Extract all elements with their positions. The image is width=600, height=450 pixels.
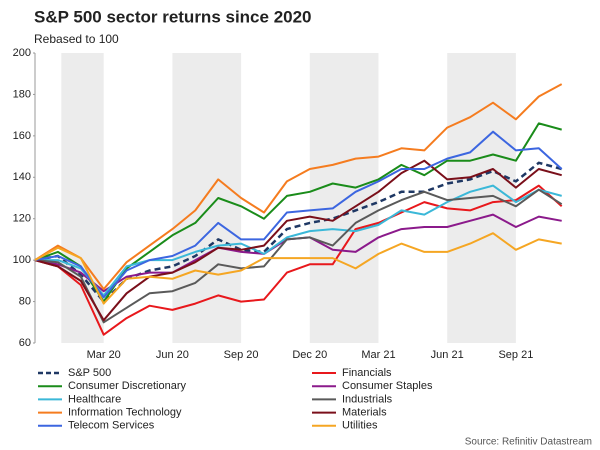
band — [172, 53, 242, 343]
y-tick-label: 60 — [19, 337, 31, 349]
source: Source: Refinitiv Datastream — [465, 437, 592, 448]
y-tick-label: 200 — [13, 47, 31, 59]
y-tick-label: 160 — [13, 130, 31, 142]
x-tick-label: Sep 20 — [224, 349, 259, 361]
legend-label: Materials — [342, 407, 387, 419]
legend-label: Financials — [342, 367, 392, 379]
legend-label: S&P 500 — [68, 367, 111, 379]
legend-label: Telecom Services — [68, 420, 155, 432]
x-tick-label: Mar 21 — [361, 349, 395, 361]
legend-label: Consumer Discretionary — [68, 380, 186, 392]
x-tick-label: Sep 21 — [498, 349, 533, 361]
x-tick-label: Jun 20 — [156, 349, 189, 361]
series-line — [35, 184, 562, 297]
y-tick-label: 120 — [13, 213, 31, 225]
x-tick-label: Mar 20 — [87, 349, 121, 361]
series-line — [34, 159, 562, 322]
legend-label: Utilities — [342, 420, 378, 432]
y-tick-label: 80 — [19, 295, 31, 307]
series-line — [34, 130, 563, 299]
chart-subtitle: Rebased to 100 — [34, 32, 119, 46]
band — [61, 53, 104, 343]
y-tick-label: 100 — [13, 254, 31, 266]
x-tick-label: Dec 20 — [292, 349, 327, 361]
legend-label: Industrials — [342, 393, 393, 405]
legend-label: Healthcare — [68, 393, 121, 405]
chart-title: S&P 500 sector returns since 2020 — [34, 7, 312, 26]
y-tick-label: 180 — [13, 88, 31, 100]
series-line — [34, 188, 563, 324]
x-tick-label: Jun 21 — [431, 349, 464, 361]
legend-label: Consumer Staples — [342, 380, 433, 392]
series-line — [34, 83, 563, 291]
y-tick-label: 140 — [13, 171, 31, 183]
quarter-bands — [61, 53, 516, 343]
series-line — [34, 184, 563, 336]
series-line — [34, 232, 562, 305]
legend-label: Information Technology — [68, 407, 182, 419]
